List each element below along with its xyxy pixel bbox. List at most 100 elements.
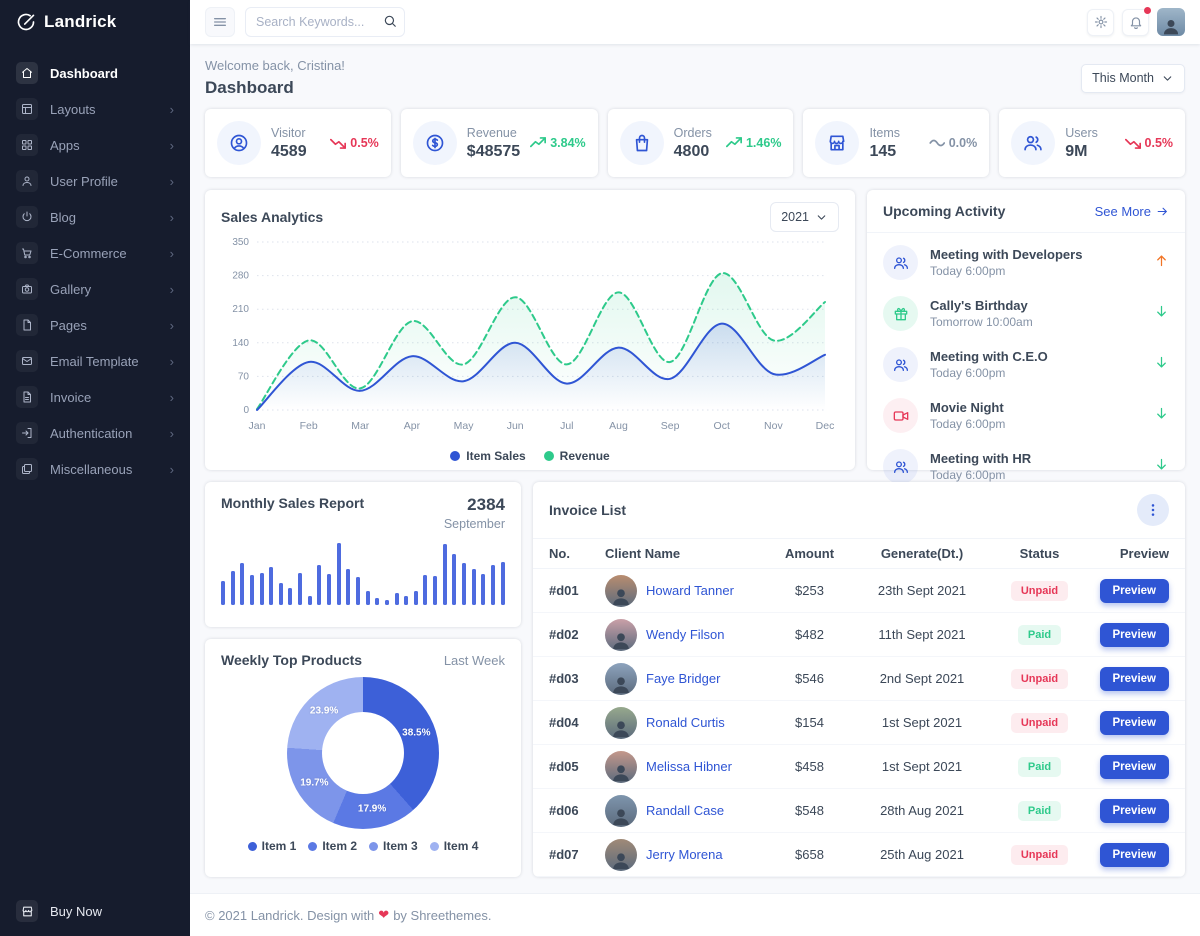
preview-button[interactable]: Preview [1099,710,1169,735]
sidebar-nav: Dashboard Layouts › Apps › User Profile › Blog ›… [0,44,190,888]
sidebar-item-apps[interactable]: Apps › [0,128,190,162]
sales-chart-legend: Item Sales Revenue [221,449,839,463]
notifications-button[interactable] [1122,6,1151,36]
chevron-right-icon: › [169,209,174,225]
table-row: #d02 Wendy Filson $482 11th Sept 2021 Paid Pr… [533,613,1185,657]
dollar-circle-icon [412,121,457,165]
brand-logo[interactable]: Landrick [0,0,190,44]
preview-button[interactable]: Preview [1099,666,1169,691]
svg-text:Jun: Jun [507,420,524,432]
activity-time: Today 6:00pm [930,417,1006,431]
sales-bar [278,583,283,605]
column-header: No. [549,546,570,561]
topbar-actions [1087,6,1185,36]
client-cell: Randall Case [605,794,767,827]
client-name-link[interactable]: Randall Case [646,803,725,818]
users-icon [883,449,918,484]
layout-icon [16,98,38,120]
sidebar-item-invoice[interactable]: Invoice › [0,380,190,414]
period-select[interactable]: This Month [1081,63,1185,93]
sidebar-item-label: E-Commerce [50,245,127,261]
activity-time: Today 6:00pm [930,264,1006,278]
client-name-link[interactable]: Ronald Curtis [646,715,725,730]
sales-bar [462,562,467,605]
svg-text:Oct: Oct [714,420,730,432]
activity-title: Meeting with HR [930,451,1032,466]
user-avatar[interactable] [1157,8,1185,36]
invoice-no: #d01 [549,583,579,598]
sidebar-item-miscellaneous[interactable]: Miscellaneous › [0,452,190,486]
client-name-link[interactable]: Melissa Hibner [646,759,732,774]
grid-icon [16,134,38,156]
sidebar-item-blog[interactable]: Blog › [0,200,190,234]
sidebar-item-label: Layouts [50,101,96,117]
legend-item[interactable]: Item 1 [247,839,296,853]
preview-button[interactable]: Preview [1099,622,1169,647]
client-avatar [605,618,637,651]
home-icon [16,62,38,84]
client-name-link[interactable]: Faye Bridger [646,671,721,686]
sidebar-item-email-template[interactable]: Email Template › [0,344,190,378]
preview-button[interactable]: Preview [1099,754,1169,779]
trend-up-icon [530,137,547,149]
legend-item[interactable]: Item 4 [429,839,478,853]
sales-bar [307,595,312,605]
sidebar-item-pages[interactable]: Pages › [0,308,190,342]
preview-button[interactable]: Preview [1099,842,1169,867]
year-select[interactable]: 2021 [770,202,839,232]
invoice-no: #d04 [549,715,579,730]
layers-icon [16,458,38,480]
legend-item[interactable]: Revenue [543,449,610,463]
legend-item[interactable]: Item 3 [369,839,418,853]
svg-text:Apr: Apr [404,420,421,432]
invoice-table-header: No. Client Name Amount Generate(Dt.) Status P… [533,538,1185,569]
menu-toggle-button[interactable] [205,7,235,37]
sidebar-item-layouts[interactable]: Layouts › [0,92,190,126]
buy-now-button[interactable]: Buy Now [0,888,190,936]
client-name-link[interactable]: Wendy Filson [646,627,725,642]
legend-item[interactable]: Item 2 [308,839,357,853]
sidebar-item-label: Gallery [50,281,92,297]
preview-button[interactable]: Preview [1099,578,1169,603]
search-icon[interactable] [383,14,397,28]
sidebar-item-e-commerce[interactable]: E-Commerce › [0,236,190,270]
activity-item[interactable]: Meeting with HR Today 6:00pm [883,441,1169,492]
invoice-date: 11th Sept 2021 [878,627,966,642]
kebab-menu-icon [1145,502,1161,518]
client-avatar [605,794,637,827]
svg-text:210: 210 [232,304,249,315]
sales-bar [221,581,225,605]
see-more-link[interactable]: See More [1095,204,1169,219]
preview-button[interactable]: Preview [1099,798,1169,823]
monthly-sales-value: 2384 [467,495,505,514]
client-name-link[interactable]: Jerry Morena [646,847,723,862]
year-select-value: 2021 [781,210,809,224]
invoice-date: 1st Sept 2021 [881,759,963,774]
legend-dot [369,841,378,851]
settings-button[interactable] [1087,8,1114,36]
gear-icon [1094,15,1108,29]
video-icon [883,398,918,433]
invoice-options-button[interactable] [1137,494,1169,526]
trend-flat-icon [929,137,945,149]
sidebar-item-dashboard[interactable]: Dashboard [0,56,190,90]
sales-bar [317,564,322,605]
activity-item[interactable]: Meeting with C.E.O Today 6:00pm [883,339,1169,390]
invoice-amount: $482 [795,627,824,642]
search-input[interactable] [245,7,405,37]
donut-slice-label: 23.9% [309,705,339,717]
sidebar-item-authentication[interactable]: Authentication › [0,416,190,450]
activity-item[interactable]: Meeting with Developers Today 6:00pm [883,237,1169,288]
activity-item[interactable]: Cally's Birthday Tomorrow 10:00am [883,288,1169,339]
stat-card-orders: Orders 4800 1.46% [607,109,794,177]
activity-item[interactable]: Movie Night Today 6:00pm [883,390,1169,441]
legend-label: Item 2 [322,839,357,853]
sales-bar [433,576,438,605]
sidebar-item-gallery[interactable]: Gallery › [0,272,190,306]
client-name-link[interactable]: Howard Tanner [646,583,734,598]
stat-delta: 0.5% [330,136,379,150]
sidebar-item-user-profile[interactable]: User Profile › [0,164,190,198]
sales-bar [442,544,447,605]
sales-bar [404,596,409,605]
legend-item[interactable]: Item Sales [450,449,526,463]
